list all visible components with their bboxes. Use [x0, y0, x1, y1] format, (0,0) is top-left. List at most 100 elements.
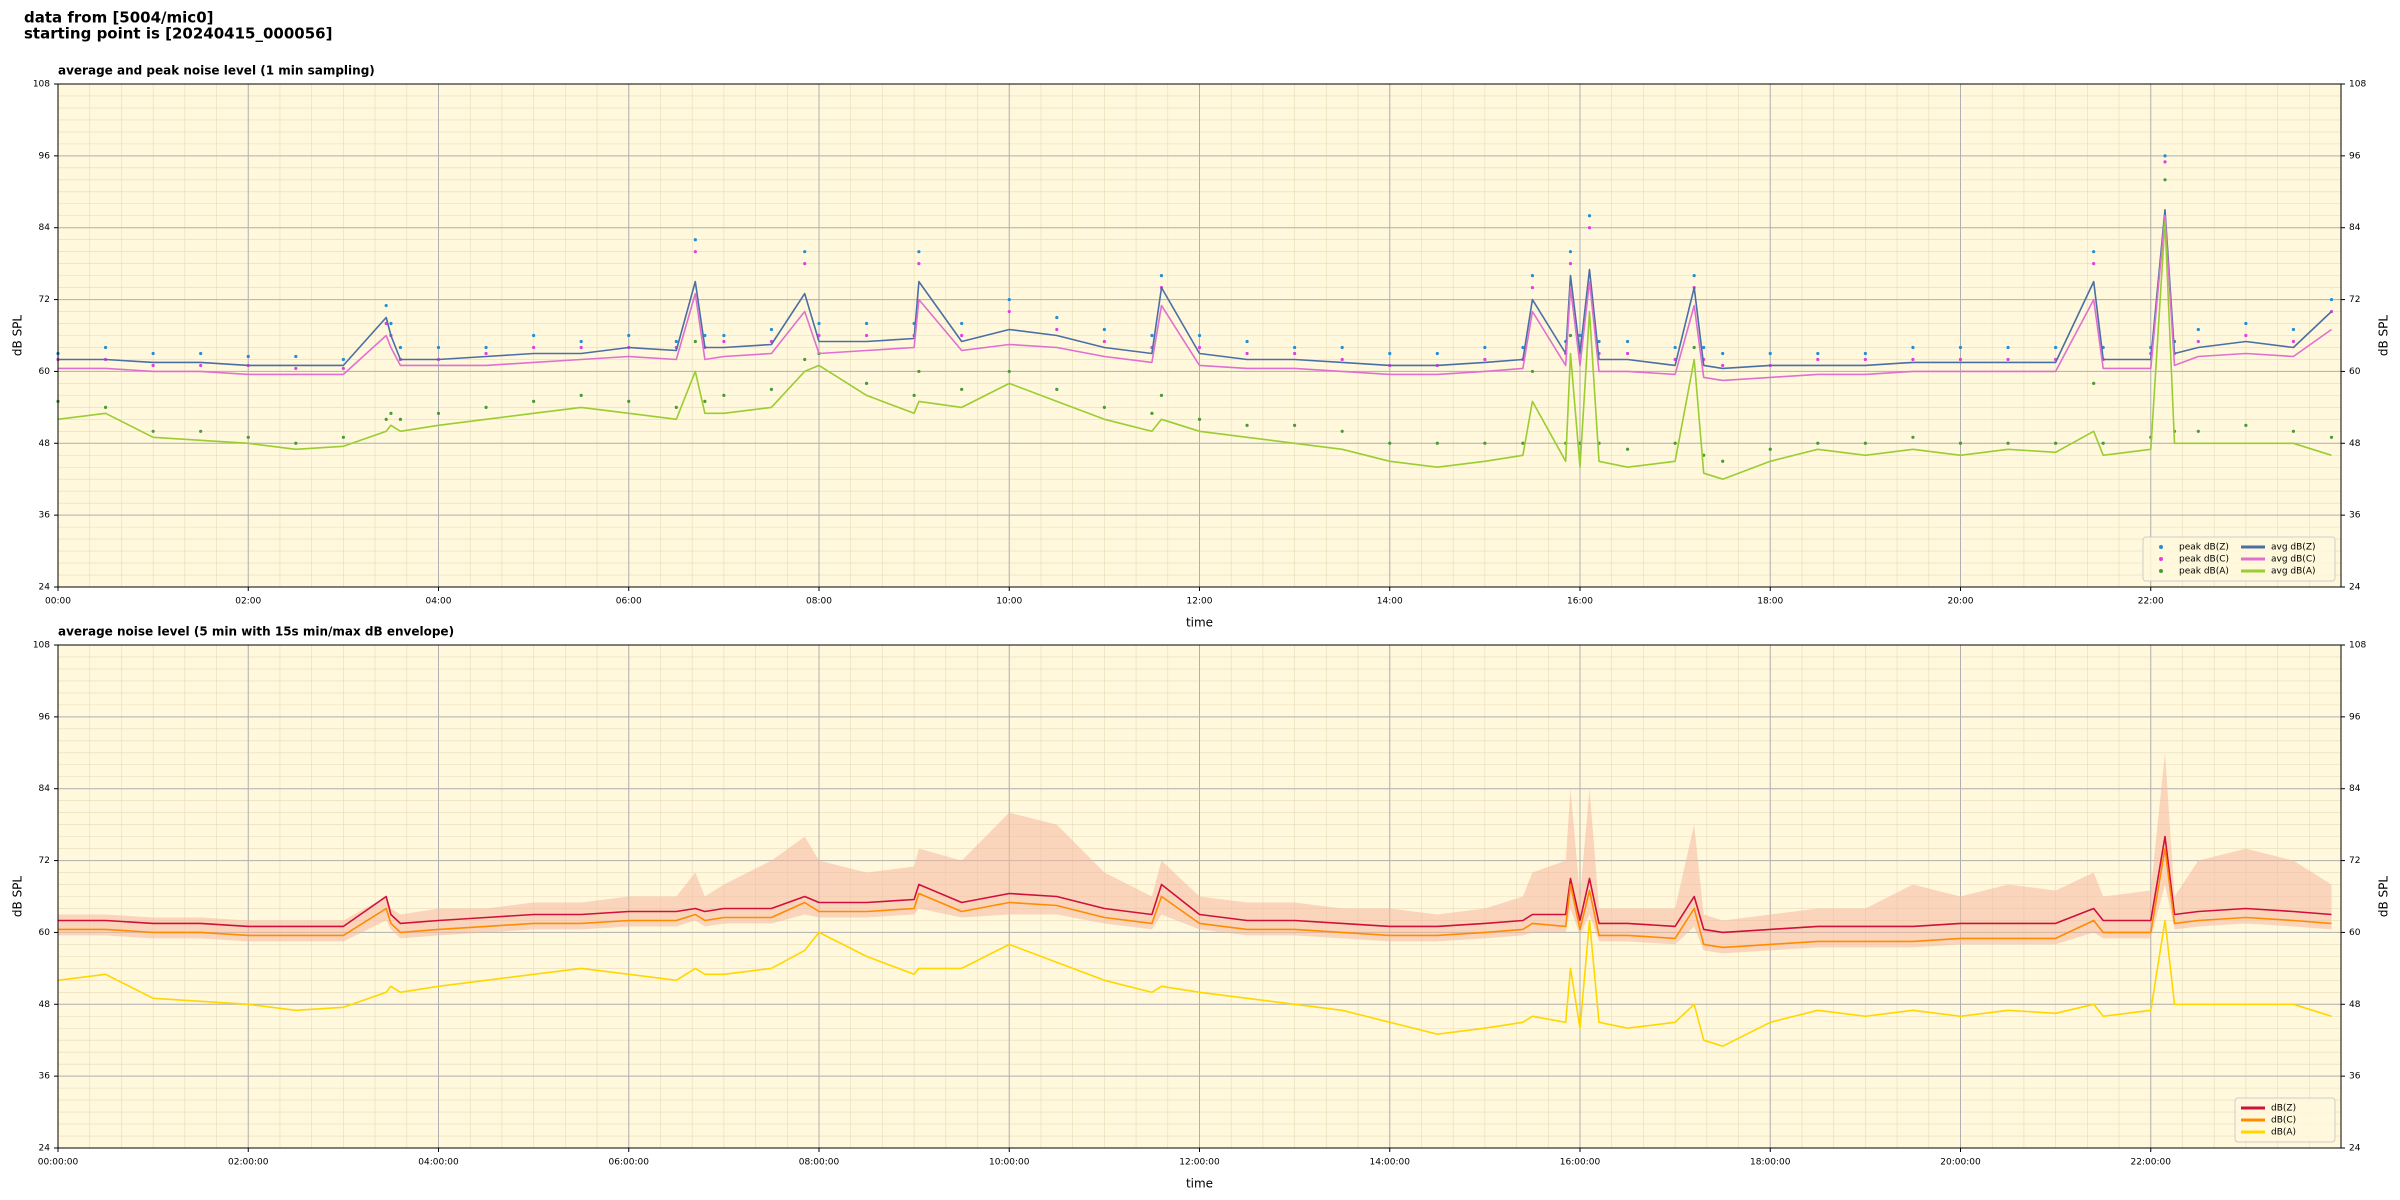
peak-dot — [151, 363, 155, 368]
peak-dot — [1863, 441, 1867, 445]
peak-dot — [674, 339, 678, 344]
x-tick-label: 22:00 — [2138, 597, 2164, 607]
peak-dot — [1692, 274, 1696, 278]
chart-title: average and peak noise level (1 min samp… — [58, 64, 375, 78]
x-tick-label: 02:00 — [235, 597, 261, 607]
peak-dot — [1768, 447, 1772, 451]
peak-dot — [2244, 423, 2248, 427]
x-tick-label: 00:00 — [45, 597, 71, 607]
peak-dot — [199, 429, 203, 433]
peak-dot — [1340, 345, 1344, 350]
peak-dot — [1340, 357, 1344, 362]
peak-dot — [103, 345, 108, 350]
plot-frame — [57, 83, 2342, 588]
peak-dot — [1578, 333, 1582, 338]
peak-dot — [1816, 441, 1820, 445]
y-axis-label: dB SPL — [2377, 315, 2391, 357]
peak-dot — [1340, 429, 1344, 433]
peak-dot — [693, 250, 697, 254]
y-axis-label: dB SPL — [11, 876, 25, 918]
peak-dot — [2196, 327, 2200, 332]
peak-dot — [1625, 339, 1630, 344]
legend-marker — [2159, 557, 2163, 561]
chart-title: average noise level (5 min with 15s min/… — [58, 625, 454, 639]
peak-dot — [151, 351, 155, 356]
legend-label: dB(C) — [2271, 1116, 2296, 1126]
peak-dot — [1435, 441, 1439, 445]
y-tick-label: 60 — [39, 928, 51, 938]
peak-dot — [1483, 345, 1487, 350]
peak-dot — [384, 417, 388, 421]
legend-marker — [2159, 545, 2163, 549]
peak-dot — [1007, 369, 1011, 374]
peak-dot — [2054, 441, 2058, 445]
peak-dot — [532, 333, 536, 338]
peak-dot — [1721, 351, 1725, 356]
peak-dot — [1483, 357, 1487, 362]
y-tick-label: 36 — [2349, 511, 2361, 521]
peak-dot — [1721, 363, 1725, 368]
peak-dot — [817, 321, 821, 326]
peak-dot — [2329, 297, 2334, 302]
peak-dot — [1388, 351, 1392, 356]
peak-dot — [1007, 297, 1011, 302]
peak-dot — [960, 387, 964, 391]
peak-dot — [1721, 459, 1725, 463]
peak-dot — [2244, 321, 2248, 326]
y-tick-label: 36 — [39, 511, 51, 521]
peak-dot — [1102, 339, 1106, 344]
y-tick-label: 48 — [39, 439, 51, 449]
header-line: starting point is [20240415_000056] — [24, 25, 332, 43]
peak-dot — [1625, 447, 1630, 451]
peak-dot — [1768, 351, 1772, 356]
y-tick-label: 48 — [39, 1000, 51, 1010]
peak-dot — [1568, 262, 1573, 266]
peak-dot — [2163, 160, 2167, 164]
legend-label: dB(Z) — [2271, 1104, 2296, 1114]
x-tick-label: 04:00:00 — [418, 1158, 459, 1168]
peak-dot — [579, 393, 583, 397]
peak-dot — [1597, 339, 1601, 344]
peak-dot — [1055, 327, 1059, 332]
peak-dot — [917, 250, 921, 254]
y-tick-label: 60 — [2349, 367, 2361, 377]
y-tick-label: 108 — [2349, 80, 2366, 90]
peak-dot — [769, 327, 774, 332]
peak-dot — [769, 387, 774, 391]
peak-dot — [2006, 357, 2010, 362]
header-line: data from [5004/mic0] — [24, 9, 214, 27]
peak-dot — [151, 429, 155, 433]
peak-dot — [1530, 274, 1535, 278]
y-tick-label: 36 — [2349, 1072, 2361, 1082]
y-tick-label: 108 — [2349, 641, 2366, 651]
peak-dot — [1150, 411, 1154, 415]
x-tick-label: 02:00:00 — [228, 1158, 269, 1168]
peak-dot — [579, 345, 583, 350]
peak-dot — [693, 238, 697, 242]
peak-dot — [917, 262, 921, 266]
peak-dot — [627, 399, 631, 403]
peak-dot — [294, 441, 298, 445]
peak-dot — [2092, 262, 2096, 266]
x-tick-label: 18:00 — [1757, 597, 1783, 607]
y-tick-label: 96 — [39, 712, 51, 722]
peak-dot — [1816, 357, 1820, 362]
peak-dot — [864, 321, 869, 326]
peak-dot — [532, 399, 536, 403]
peak-dot — [389, 411, 393, 415]
peak-dot — [1293, 345, 1297, 350]
x-tick-label: 16:00 — [1567, 597, 1593, 607]
series-line — [58, 209, 2333, 370]
peak-dot — [2054, 345, 2058, 350]
peak-dot — [703, 399, 707, 403]
x-tick-label: 00:00:00 — [38, 1158, 79, 1168]
peak-dot — [1245, 339, 1249, 344]
peak-dot — [1911, 345, 1915, 350]
x-tick-label: 04:00 — [426, 597, 452, 607]
peak-dot — [2291, 429, 2296, 433]
y-tick-label: 48 — [2349, 439, 2361, 449]
y-tick-label: 24 — [2349, 1144, 2361, 1154]
peak-dot — [294, 366, 298, 371]
peak-dot — [803, 357, 807, 362]
